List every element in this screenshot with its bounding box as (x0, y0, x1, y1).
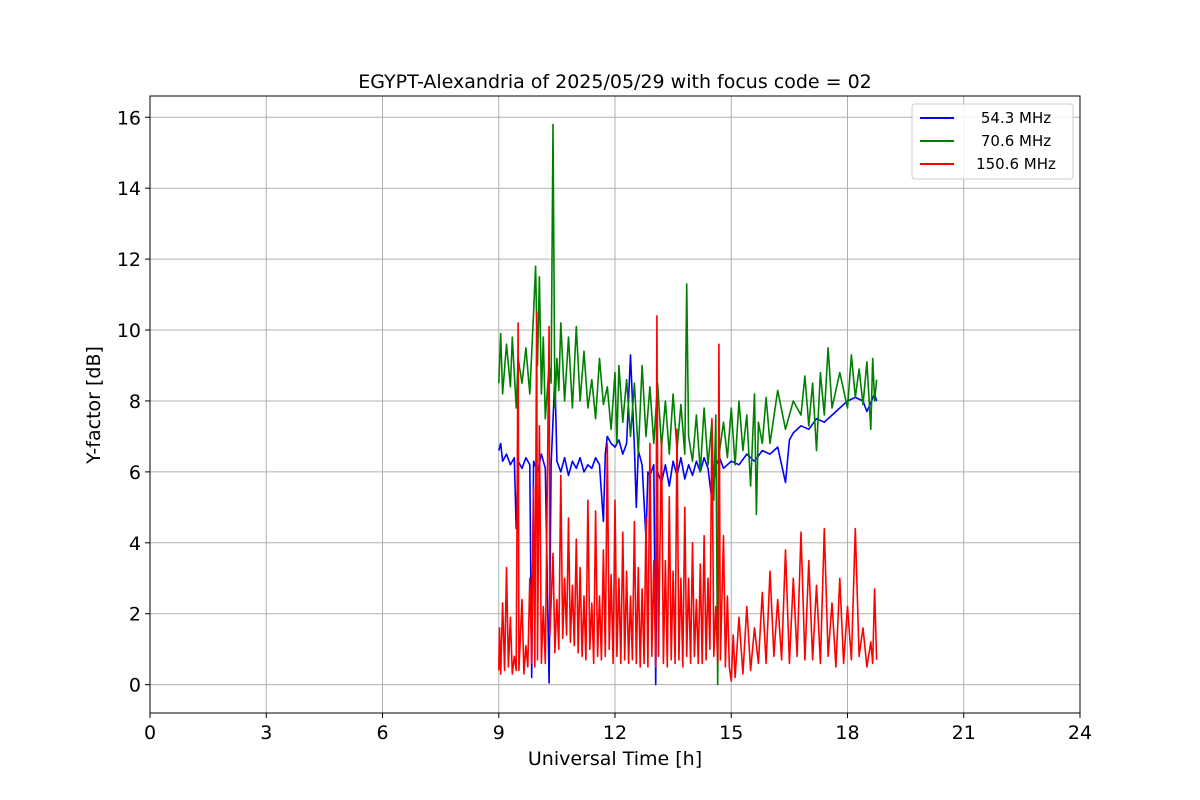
series-layer (498, 123, 878, 686)
y-tick-label: 12 (117, 249, 141, 271)
legend-label: 54.3 MHz (981, 109, 1051, 127)
y-tick-label: 14 (117, 178, 141, 200)
x-tick-label: 21 (952, 722, 976, 744)
legend-label: 70.6 MHz (981, 132, 1051, 150)
y-tick-label: 10 (117, 320, 141, 342)
y-tick-label: 4 (129, 533, 141, 555)
x-tick-label: 12 (603, 722, 627, 744)
y-axis-label: Y-factor [dB] (83, 346, 105, 465)
legend-label: 150.6 MHz (976, 155, 1056, 173)
y-tick-label: 16 (117, 107, 141, 129)
y-tick-label: 6 (129, 462, 141, 484)
y-tick-label: 2 (129, 604, 141, 626)
x-tick-label: 24 (1068, 722, 1092, 744)
x-tick-label: 3 (260, 722, 272, 744)
x-tick-label: 6 (376, 722, 388, 744)
legend-box (911, 103, 1074, 180)
y-tick-label: 0 (129, 675, 141, 697)
legend: 54.3 MHz 70.6 MHz 150.6 MHz (911, 103, 1074, 180)
y-tick-label: 8 (129, 391, 141, 413)
series-line-2 (498, 311, 878, 682)
x-tick-label: 15 (719, 722, 743, 744)
chart-title: EGYPT-Alexandria of 2025/05/29 with focu… (358, 71, 872, 93)
x-tick-label: 9 (493, 722, 505, 744)
x-tick-label: 18 (835, 722, 859, 744)
x-axis-label: Universal Time [h] (528, 748, 702, 770)
x-tick-label: 0 (144, 722, 156, 744)
